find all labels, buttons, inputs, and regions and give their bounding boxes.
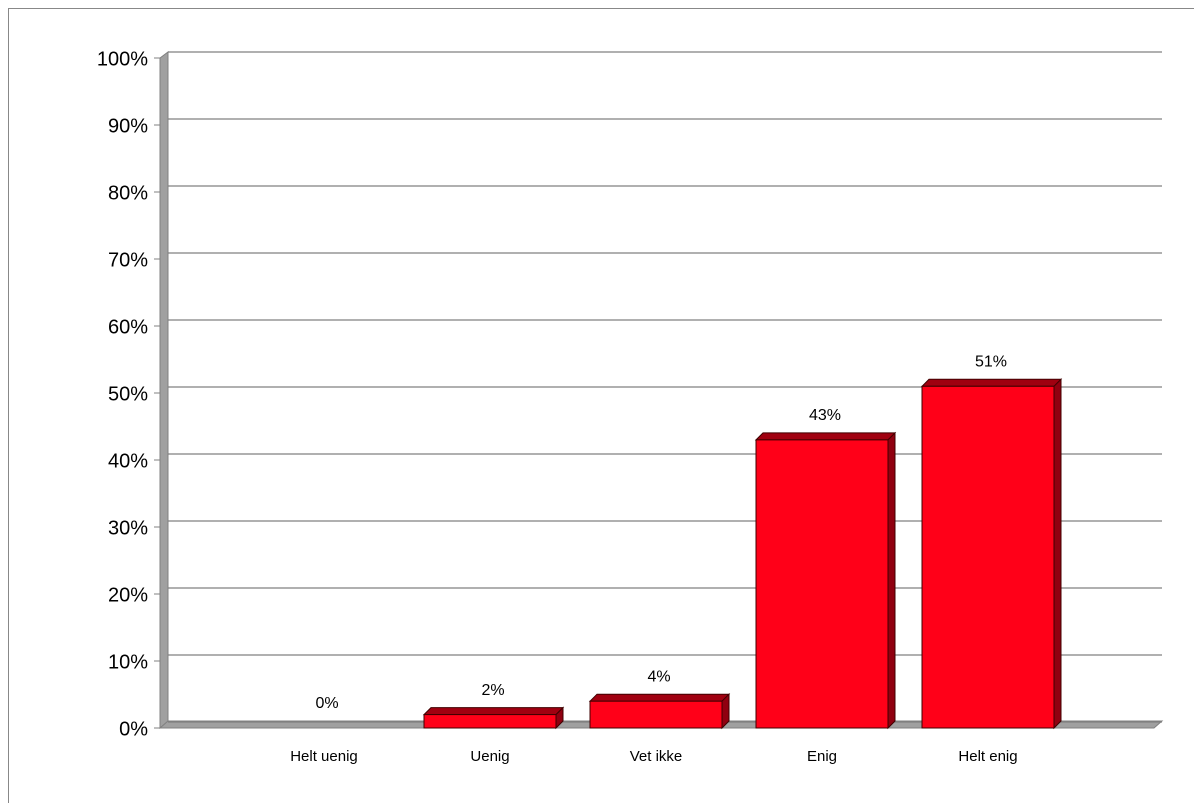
bar bbox=[589, 700, 723, 729]
y-tick-label: 30% bbox=[108, 517, 148, 539]
x-tick-label: Helt enig bbox=[958, 748, 1017, 765]
y-tick-label: 20% bbox=[108, 584, 148, 606]
bar bbox=[423, 714, 557, 729]
bar bbox=[921, 385, 1055, 729]
x-tick-label: Vet ikke bbox=[630, 748, 683, 765]
x-tick-label: Helt uenig bbox=[290, 748, 358, 765]
y-tick-label: 90% bbox=[108, 115, 148, 137]
bar-top bbox=[920, 378, 1063, 387]
y-tick-label: 100% bbox=[97, 48, 148, 70]
data-label: 43% bbox=[809, 407, 841, 424]
x-tick-label: Uenig bbox=[470, 748, 509, 765]
data-label: 2% bbox=[481, 682, 504, 699]
y-tick-label: 80% bbox=[108, 182, 148, 204]
bar-top bbox=[588, 693, 731, 702]
y-tick-label: 50% bbox=[108, 383, 148, 405]
data-label: 4% bbox=[647, 668, 670, 685]
y-tick-label: 60% bbox=[108, 316, 148, 338]
y-tick-label: 10% bbox=[108, 651, 148, 673]
y-tick-label: 70% bbox=[108, 249, 148, 271]
y-tick-label: 40% bbox=[108, 450, 148, 472]
bar-top bbox=[754, 432, 897, 441]
bar-top bbox=[422, 707, 565, 716]
y-axis-wall bbox=[159, 51, 169, 729]
y-tick-label: 0% bbox=[119, 718, 148, 740]
bar-side bbox=[887, 431, 896, 730]
bar-side bbox=[1053, 378, 1062, 730]
data-label: 0% bbox=[315, 695, 338, 712]
x-tick-label: Enig bbox=[807, 748, 837, 765]
data-label: 51% bbox=[975, 354, 1007, 371]
bar bbox=[755, 439, 889, 729]
